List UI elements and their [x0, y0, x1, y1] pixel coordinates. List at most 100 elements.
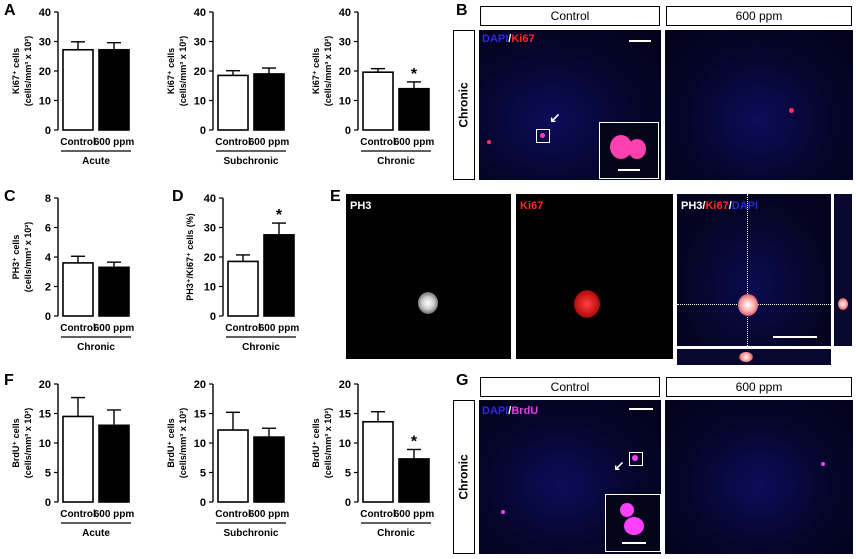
x-tick-label: Control [215, 509, 251, 520]
ki67-label: Ki67 [705, 200, 729, 212]
y-tick-label: 0 [45, 497, 51, 509]
ki67-label: Ki67 [520, 200, 544, 212]
micrograph-g-600ppm [665, 400, 853, 554]
x-tick-label: 600 ppm [94, 323, 135, 334]
y-tick-label: 20 [39, 66, 51, 78]
bar-chart-ph3-ki67-ratio: 0 10 20 30 40 PH3⁺/Ki67⁺ cells (%) Control * 600… [185, 193, 299, 353]
y-label-line1: PH3⁺ cells [11, 235, 21, 280]
merge-label: PH3/Ki67/DAPI [681, 200, 758, 212]
group-label: Acute [82, 528, 110, 539]
y-tick-label: 0 [45, 125, 51, 137]
bar-control [362, 420, 394, 503]
bar-600ppm [398, 458, 430, 503]
separator: / [508, 33, 512, 45]
orthogonal-view-side [834, 194, 852, 346]
y-tick-label: 30 [339, 37, 351, 49]
y-axis-label: PH3⁺/Ki67⁺ cells (%) [185, 213, 195, 301]
y-tick-label: 40 [204, 193, 216, 205]
group-label: Subchronic [223, 528, 278, 539]
bar-600ppm [98, 266, 130, 317]
y-tick-label: 0 [210, 311, 216, 323]
y-label-line1: BrdU⁺ cells [11, 418, 21, 467]
x-tick-label: Control [360, 509, 396, 520]
panel-g-row-label: Chronic [457, 454, 471, 500]
bar-chart-brdu-acute: 0 5 10 15 20 BrdU⁺ cells (cells/mm³ x 10²) Cont… [11, 379, 134, 539]
brdu-label: BrdU [511, 405, 539, 417]
panel-b-row-label: Chronic [457, 82, 471, 128]
ki67-cell [789, 108, 794, 113]
y-tick-label: 0 [345, 497, 351, 509]
y-tick-label: 5 [345, 468, 351, 480]
bar-control [62, 262, 94, 317]
y-tick-label: 40 [339, 7, 351, 19]
y-tick-label: 5 [200, 468, 206, 480]
y-tick-label: 0 [45, 311, 51, 323]
y-label-line1: BrdU⁺ cells [166, 418, 176, 467]
y-axis-label: BrdU⁺ cells (cells/mm³ x 10²) [11, 408, 33, 479]
arrow-icon: ↙ [613, 458, 625, 474]
y-tick-label: 40 [39, 7, 51, 19]
brdu-cell [632, 455, 638, 461]
panel-letter-b: B [456, 2, 468, 19]
group-label: Chronic [377, 528, 415, 539]
separator: / [508, 405, 512, 417]
merged-cell-side [838, 298, 848, 310]
ki67-cell [540, 133, 545, 138]
bar-chart-brdu-subchronic: 0 5 10 15 20 BrdU⁺ cells (cells/mm³ x 10²) Cont… [166, 379, 290, 539]
bar-control [62, 48, 94, 131]
crosshair-vertical [747, 194, 748, 346]
group-label: Chronic [77, 342, 115, 353]
bar-600ppm [98, 424, 130, 503]
bar-chart-ph3-chronic: 0 2 4 6 8 PH3⁺ cells (cells/mm³ x 10²) Control6… [11, 193, 135, 353]
x-tick-label: Control [360, 137, 396, 148]
bar-600ppm [398, 87, 430, 131]
group-label: Acute [82, 156, 110, 167]
bar-control [217, 74, 249, 131]
x-tick-label: 600 ppm [249, 509, 290, 520]
y-tick-label: 0 [200, 497, 206, 509]
panel-b-row-header: Chronic [453, 30, 475, 180]
arrow-icon: ↙ [549, 110, 561, 126]
y-tick-label: 30 [194, 37, 206, 49]
y-tick-label: 10 [339, 438, 351, 450]
y-tick-label: 20 [194, 66, 206, 78]
brdu-cell-zoom [624, 517, 644, 535]
inset-zoom [605, 494, 661, 552]
panel-g-row-header: Chronic [453, 400, 475, 554]
y-tick-label: 20 [339, 66, 351, 78]
bar-600ppm [263, 234, 295, 317]
panel-g-header-control: Control [480, 377, 660, 397]
inset-zoom [599, 122, 659, 179]
bar-600ppm [253, 73, 285, 131]
selection-box [536, 129, 550, 143]
y-label-line2: (cells/mm³ x 10²) [178, 36, 188, 107]
y-tick-label: 15 [194, 409, 206, 421]
y-label-line2: (cells/mm³ x 10²) [323, 408, 333, 479]
panel-b-header-control: Control [480, 6, 660, 26]
y-axis-label: Ki67⁺ cells (cells/mm³ x 10²) [311, 36, 333, 107]
y-tick-label: 0 [200, 125, 206, 137]
merged-cell [738, 294, 758, 316]
y-tick-label: 20 [39, 379, 51, 391]
y-axis-label: BrdU⁺ cells (cells/mm³ x 10²) [166, 408, 188, 479]
y-axis-label: BrdU⁺ cells (cells/mm³ x 10²) [311, 408, 333, 479]
ki67-cell [574, 290, 600, 318]
y-label-line1: BrdU⁺ cells [311, 418, 321, 467]
x-tick-label: Control [225, 323, 261, 334]
y-tick-label: 5 [45, 468, 51, 480]
micrograph-g-control: DAPI/BrdU ↙ [479, 400, 661, 554]
separator: / [702, 200, 706, 212]
panel-letter-c: C [4, 188, 16, 205]
selection-box [629, 452, 643, 466]
y-label-line1: Ki67⁺ cells [311, 48, 321, 94]
dapi-label: DAPI [482, 405, 509, 417]
y-tick-label: 20 [204, 252, 216, 264]
y-tick-label: 0 [345, 125, 351, 137]
group-label: Chronic [242, 342, 280, 353]
micrograph-e-merge: PH3/Ki67/DAPI [677, 194, 831, 346]
y-tick-label: 2 [45, 282, 51, 294]
panel-letter-a: A [4, 2, 16, 19]
bar-600ppm [98, 48, 130, 131]
y-axis-label: PH3⁺ cells (cells/mm³ x 10²) [11, 222, 33, 293]
x-tick-label: 600 ppm [94, 137, 135, 148]
